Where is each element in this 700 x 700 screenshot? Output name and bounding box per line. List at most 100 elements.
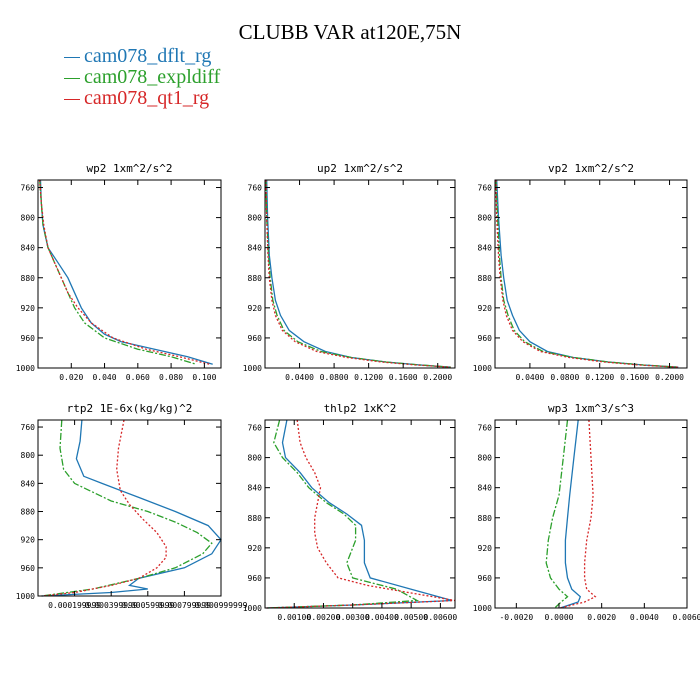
ytick-label-1-3: 880 — [248, 274, 263, 283]
series-line-1-2 — [265, 179, 451, 368]
legend-swatch-qt1 — [64, 98, 80, 100]
chart-panel-0: wp2 1xm^2/s^2 760 800 840 880 920 960 1000 0.020… — [16, 162, 222, 382]
chart-frame-2 — [494, 179, 688, 369]
chart-panel-1: up2 1xm^2/s^2 760 800 840 880 920 960 1000 0.040… — [243, 162, 456, 382]
ytick-label-1-6: 1000 — [243, 364, 262, 373]
legend: cam078_dflt_rg cam078_expldiff cam078_qt… — [64, 46, 220, 109]
legend-swatch-expldiff — [64, 77, 80, 79]
ytick-label-5-3: 880 — [478, 514, 493, 523]
ytick-label-2-1: 800 — [478, 214, 493, 223]
chart-title-2: vp2 1xm^2/s^2 — [548, 162, 634, 175]
figure-title: CLUBB VAR at120E,75N — [238, 20, 462, 44]
xtick-label-4-5: 0.00600 — [424, 613, 458, 622]
xtick-label-0-0: 0.020 — [59, 373, 83, 382]
series-line-3-1 — [41, 419, 213, 597]
chart-panel-2: vp2 1xm^2/s^2 760 800 840 880 920 960 1000 0.040… — [473, 162, 688, 382]
ytick-label-2-0: 760 — [478, 184, 493, 193]
ytick-label-1-0: 760 — [248, 184, 263, 193]
xtick-label-5-4: 0.0060 — [673, 613, 700, 622]
xtick-label-3-0: 0.000199999 — [48, 601, 101, 610]
xtick-label-2-0: 0.0400 — [515, 373, 544, 382]
ytick-label-5-6: 1000 — [473, 604, 492, 613]
chart-frame-5 — [494, 419, 688, 609]
ytick-label-2-5: 960 — [478, 334, 493, 343]
ytick-label-4-1: 800 — [248, 454, 263, 463]
xtick-label-4-4: 0.00500 — [394, 613, 428, 622]
ytick-label-2-3: 880 — [478, 274, 493, 283]
xtick-label-2-1: 0.0800 — [550, 373, 579, 382]
ytick-label-5-1: 800 — [478, 454, 493, 463]
xtick-label-0-4: 0.100 — [192, 373, 216, 382]
legend-item-qt1: cam078_qt1_rg — [64, 88, 220, 109]
ytick-label-0-0: 760 — [21, 184, 36, 193]
legend-label-qt1: cam078_qt1_rg — [84, 87, 210, 109]
xtick-label-1-4: 0.2000 — [423, 373, 452, 382]
ytick-label-0-3: 880 — [21, 274, 36, 283]
ytick-label-3-0: 760 — [21, 423, 36, 432]
xtick-label-0-3: 0.080 — [159, 373, 183, 382]
series-line-3-0 — [41, 419, 222, 597]
xtick-label-3-4: 0.000999999 — [195, 601, 248, 610]
xtick-label-0-1: 0.040 — [92, 373, 116, 382]
ytick-label-4-5: 960 — [248, 574, 263, 583]
xtick-label-3-2: 0.000599999 — [121, 601, 174, 610]
ytick-label-4-0: 760 — [248, 424, 263, 433]
ytick-label-3-2: 840 — [21, 479, 36, 488]
legend-label-dflt: cam078_dflt_rg — [84, 45, 212, 67]
series-line-0-0 — [39, 179, 213, 365]
ytick-label-5-4: 920 — [478, 544, 493, 553]
xtick-label-5-3: 0.0040 — [630, 613, 659, 622]
legend-label-expldiff: cam078_expldiff — [84, 66, 221, 88]
chart-frame-0 — [37, 179, 222, 369]
xtick-label-3-1: 0.000399999 — [85, 601, 138, 610]
ytick-label-0-6: 1000 — [16, 364, 35, 373]
ytick-label-5-2: 840 — [478, 484, 493, 493]
ytick-label-2-4: 920 — [478, 304, 493, 313]
ytick-label-5-0: 760 — [478, 424, 493, 433]
series-line-4-0 — [266, 419, 453, 609]
ytick-label-3-1: 800 — [21, 451, 36, 460]
xtick-label-2-3: 0.1600 — [620, 373, 649, 382]
ytick-label-3-3: 880 — [21, 508, 36, 517]
chart-panel-4: thlp2 1xK^2 760 800 840 880 920 960 1000 0.00100… — [243, 402, 458, 622]
xtick-label-1-3: 0.1600 — [389, 373, 418, 382]
ytick-label-1-4: 920 — [248, 304, 263, 313]
xtick-label-3-3: 0.000799999 — [158, 601, 211, 610]
series-line-0-1 — [39, 179, 197, 365]
xtick-label-2-2: 0.1200 — [585, 373, 614, 382]
ytick-label-2-6: 1000 — [473, 364, 492, 373]
chart-panel-5: wp3 1xm^3/s^3 760 800 840 880 920 960 1000 -0.00… — [473, 402, 700, 622]
xtick-label-4-1: 0.00200 — [307, 613, 341, 622]
ytick-label-4-3: 880 — [248, 514, 263, 523]
ytick-label-1-2: 840 — [248, 244, 263, 253]
xtick-label-0-2: 0.060 — [126, 373, 150, 382]
ytick-label-1-5: 960 — [248, 334, 263, 343]
xtick-label-5-2: 0.0020 — [587, 613, 616, 622]
ytick-label-4-4: 920 — [248, 544, 263, 553]
xtick-label-1-1: 0.0800 — [320, 373, 349, 382]
series-line-5-1 — [545, 419, 569, 609]
ytick-label-0-4: 920 — [21, 304, 36, 313]
ytick-label-1-1: 800 — [248, 214, 263, 223]
series-line-2-1 — [495, 179, 679, 368]
series-line-3-2 — [41, 419, 167, 597]
xtick-label-4-2: 0.00300 — [336, 613, 370, 622]
xtick-label-5-0: -0.0020 — [499, 613, 533, 622]
legend-item-dflt: cam078_dflt_rg — [64, 46, 220, 67]
series-line-5-2 — [559, 419, 597, 609]
chart-title-0: wp2 1xm^2/s^2 — [86, 162, 172, 175]
series-line-1-1 — [265, 179, 451, 368]
series-line-5-0 — [559, 419, 582, 609]
ytick-label-0-2: 840 — [21, 244, 36, 253]
ytick-label-3-5: 960 — [21, 564, 36, 573]
chart-frame-3 — [37, 419, 222, 597]
ytick-label-0-5: 960 — [21, 334, 36, 343]
xtick-label-4-3: 0.00400 — [365, 613, 399, 622]
ytick-label-4-2: 840 — [248, 484, 263, 493]
series-line-4-1 — [266, 419, 420, 609]
chart-panel-3: rtp2 1E-6x(kg/kg)^2 760 800 840 880 920 960 100… — [16, 402, 248, 610]
xtick-label-1-2: 0.1200 — [354, 373, 383, 382]
xtick-label-5-1: 0.0000 — [545, 613, 574, 622]
legend-swatch-dflt — [64, 56, 80, 58]
